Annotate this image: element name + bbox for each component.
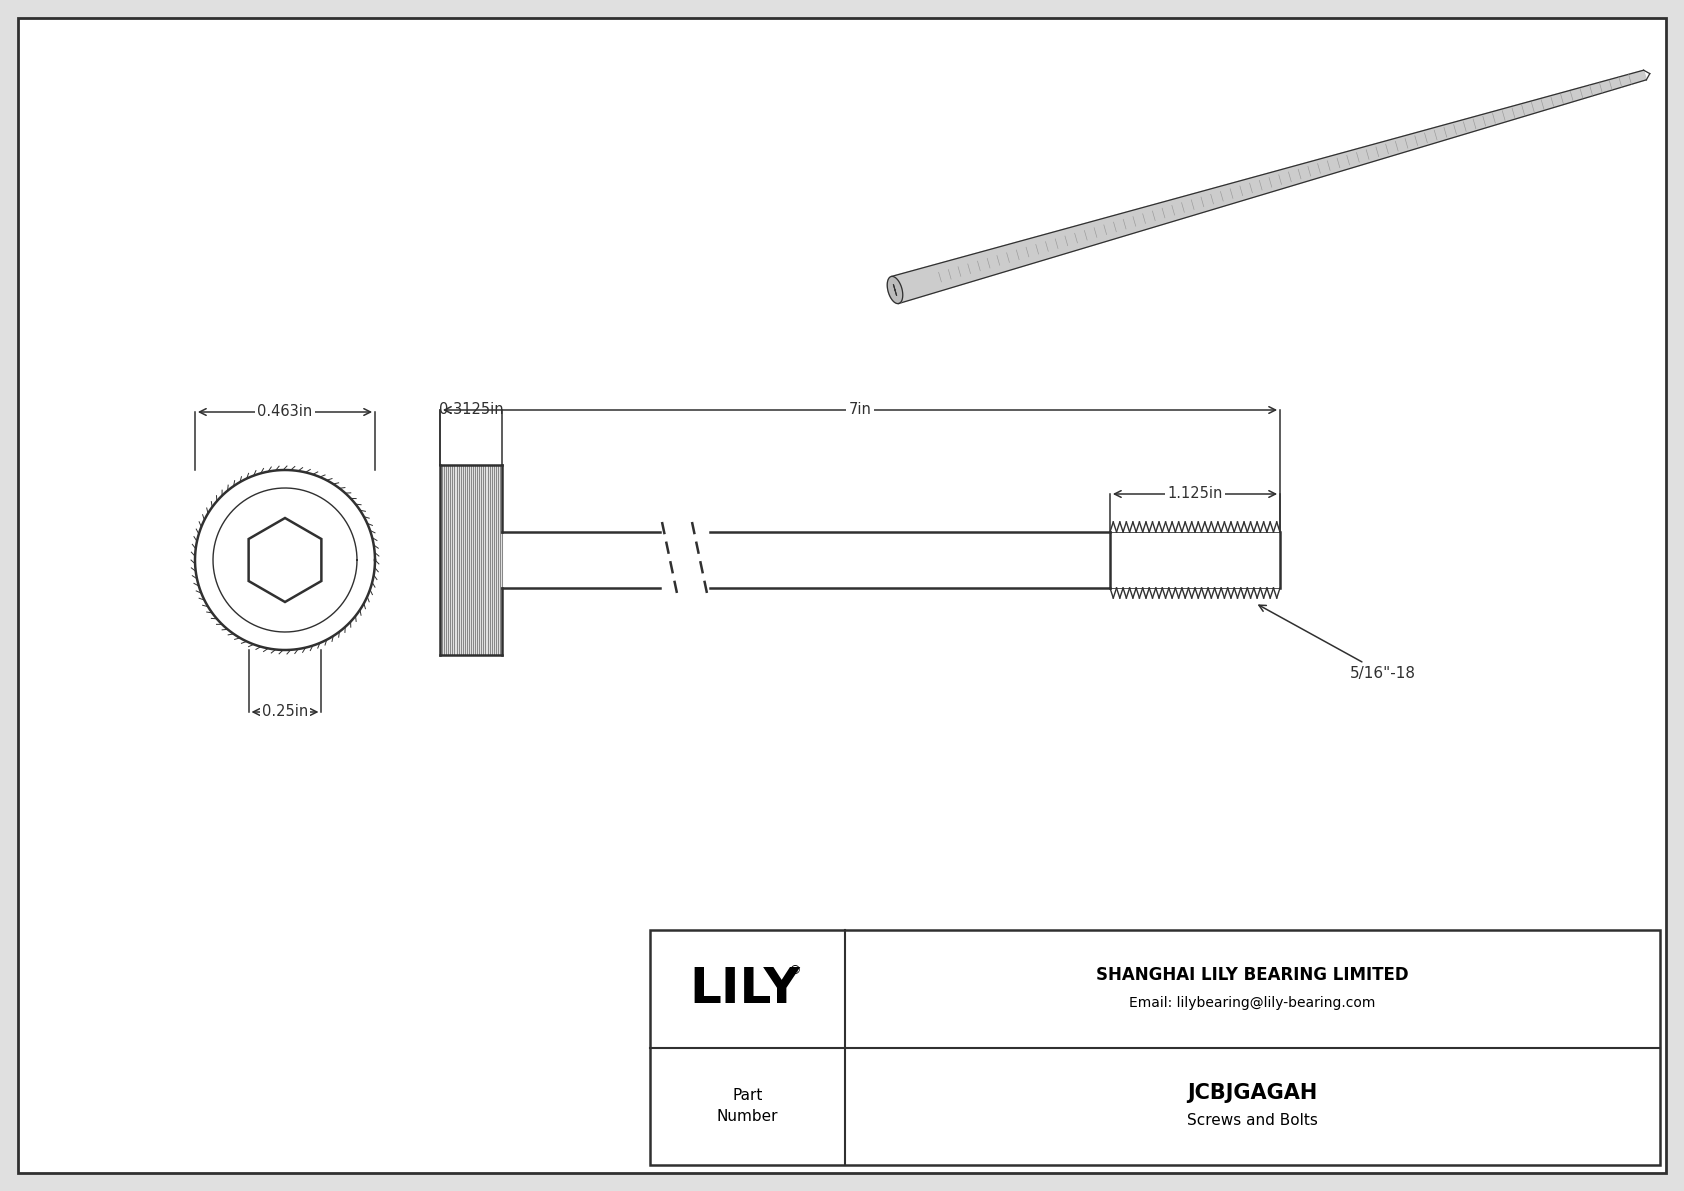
Text: 0.25in: 0.25in	[263, 705, 308, 719]
Text: 0.463in: 0.463in	[258, 405, 313, 419]
Polygon shape	[891, 70, 1647, 304]
Text: ®: ®	[788, 965, 802, 978]
Polygon shape	[887, 276, 903, 304]
Bar	[650, 930, 1660, 1165]
Text: Email: lilybearing@lily-bearing.com: Email: lilybearing@lily-bearing.com	[1130, 996, 1376, 1010]
Text: 5/16"-18: 5/16"-18	[1260, 605, 1416, 681]
Text: Screws and Bolts: Screws and Bolts	[1187, 1112, 1319, 1128]
Text: 1.125in: 1.125in	[1167, 486, 1223, 501]
Bar	[440, 464, 502, 655]
Text: SHANGHAI LILY BEARING LIMITED: SHANGHAI LILY BEARING LIMITED	[1096, 966, 1410, 984]
Text: 7in: 7in	[849, 403, 871, 418]
Text: JCBJGAGAH: JCBJGAGAH	[1187, 1084, 1317, 1103]
Text: 0.3125in: 0.3125in	[440, 403, 504, 418]
Text: Part
Number: Part Number	[717, 1089, 778, 1124]
Text: LILY: LILY	[689, 965, 800, 1012]
